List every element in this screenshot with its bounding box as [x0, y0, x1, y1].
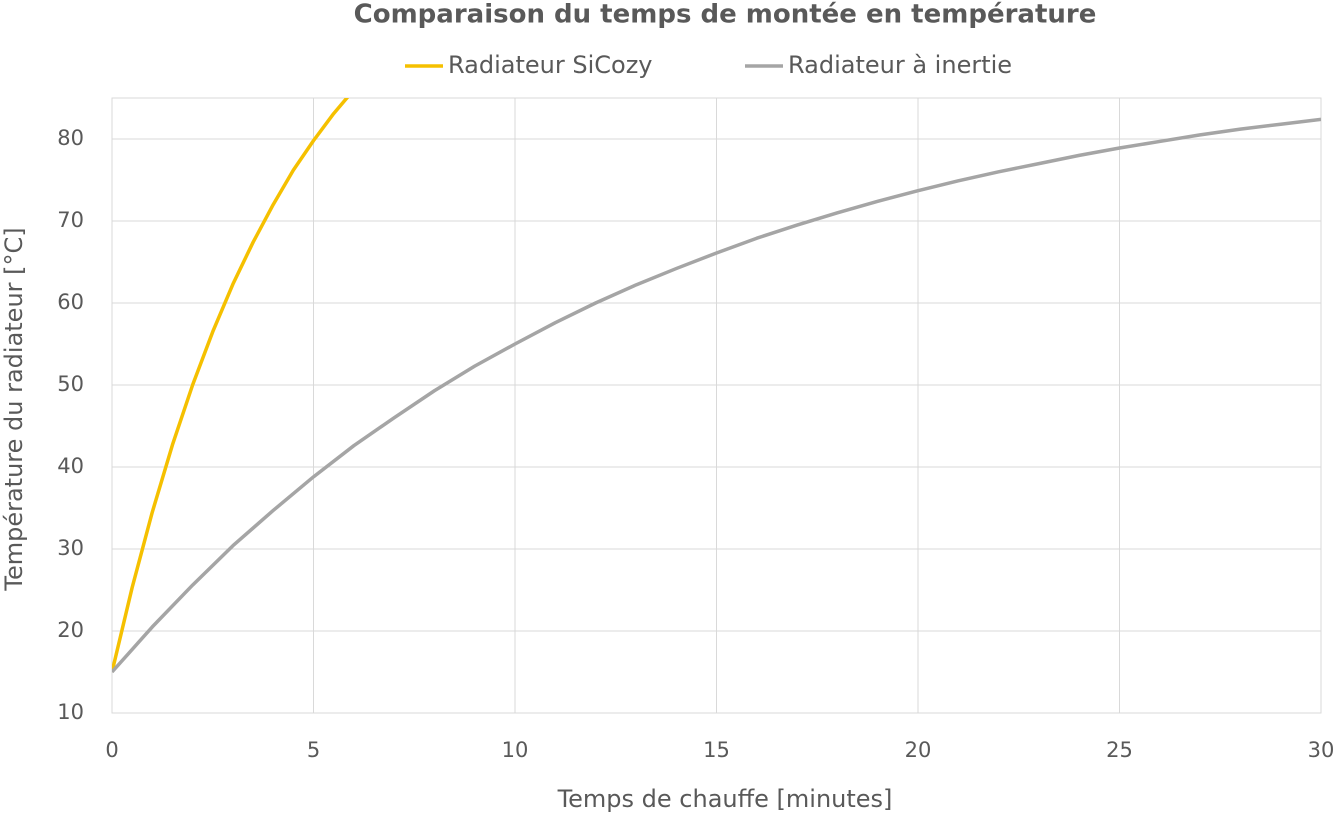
y-tick-label: 10	[57, 700, 84, 724]
x-tick-label: 5	[307, 738, 320, 762]
y-axis-label: Température du radiateur [°C]	[0, 227, 28, 591]
plot-area	[111, 97, 1322, 714]
x-tick-label: 10	[502, 738, 529, 762]
series-line	[112, 98, 350, 673]
y-tick-label: 30	[57, 536, 84, 560]
x-tick-label: 15	[703, 738, 730, 762]
series-line	[112, 117, 1321, 674]
x-tick-label: 20	[905, 738, 932, 762]
x-axis-label: Temps de chauffe [minutes]	[557, 785, 893, 813]
y-tick-label: 80	[57, 126, 84, 150]
y-tick-label: 70	[57, 208, 84, 232]
x-tick-label: 0	[105, 738, 118, 762]
legend-label: Radiateur SiCozy	[448, 51, 653, 79]
y-tick-label: 60	[57, 290, 84, 314]
y-tick-label: 20	[57, 618, 84, 642]
y-tick-label: 50	[57, 372, 84, 396]
grid	[111, 98, 1322, 714]
x-tick-label: 30	[1308, 738, 1335, 762]
legend-label: Radiateur à inertie	[788, 51, 1012, 79]
y-tick-label: 40	[57, 454, 84, 478]
x-tick-label: 25	[1106, 738, 1133, 762]
chart-title: Comparaison du temps de montée en tempér…	[354, 0, 1097, 30]
